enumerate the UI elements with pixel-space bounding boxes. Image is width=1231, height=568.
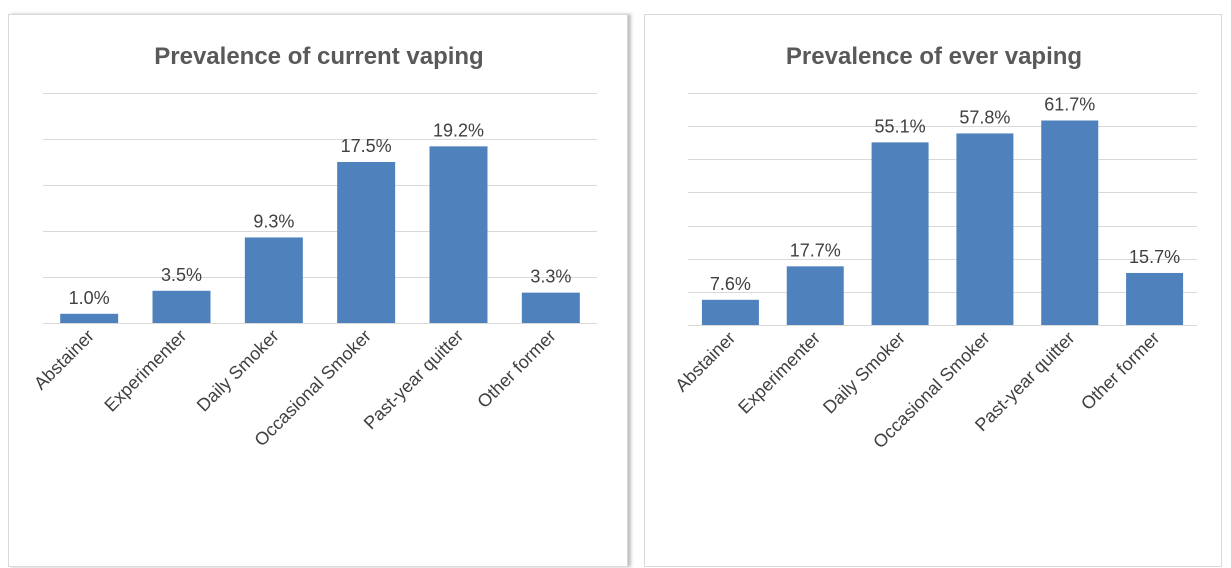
category-tick-label: Abstainer [30, 326, 98, 394]
bar [521, 292, 580, 323]
data-label: 7.6% [710, 274, 751, 294]
data-label: 1.0% [69, 288, 110, 308]
current-vaping-chart: Prevalence of current vaping 1.0% Abstain… [30, 43, 597, 450]
chart-panel-current-vaping: Prevalence of current vaping 1.0% Abstain… [8, 14, 628, 567]
category-tick-label: Experimenter [734, 328, 824, 418]
category-tick-label: Daily Smoker [819, 328, 909, 418]
data-label: 3.3% [530, 267, 571, 287]
bar [956, 133, 1014, 325]
bar [429, 146, 488, 323]
category-tick-label: Abstainer [671, 328, 739, 396]
bar [786, 266, 844, 325]
category-tick-label: Daily Smoker [193, 326, 283, 416]
data-label: 55.1% [875, 116, 926, 136]
data-label: 17.5% [341, 136, 392, 156]
bar [871, 142, 929, 325]
chart-title: Prevalence of current vaping [154, 43, 483, 70]
bar [701, 299, 759, 325]
data-label: 19.2% [433, 120, 484, 140]
data-label: 61.7% [1044, 95, 1095, 115]
bar [152, 290, 211, 323]
data-label: 3.5% [161, 265, 202, 285]
data-label: 9.3% [253, 211, 294, 231]
bar [1126, 272, 1184, 325]
category-tick-label: Past-year quitter [360, 326, 468, 434]
data-label: 57.8% [959, 107, 1010, 127]
chart-title: Prevalence of ever vaping [786, 43, 1082, 70]
bar [1041, 120, 1099, 325]
category-tick-label: Experimenter [100, 326, 190, 416]
bar [60, 313, 119, 323]
data-label: 15.7% [1129, 247, 1180, 267]
bar [244, 237, 303, 323]
bar [337, 162, 396, 323]
category-tick-label: Other former [1077, 328, 1163, 414]
chart-panel-ever-vaping: Prevalence of ever vaping 7.6% Abstainer 1… [644, 14, 1222, 567]
ever-vaping-chart: Prevalence of ever vaping 7.6% Abstainer 1… [671, 43, 1197, 452]
category-tick-label: Other former [473, 326, 559, 412]
data-label: 17.7% [790, 240, 841, 260]
